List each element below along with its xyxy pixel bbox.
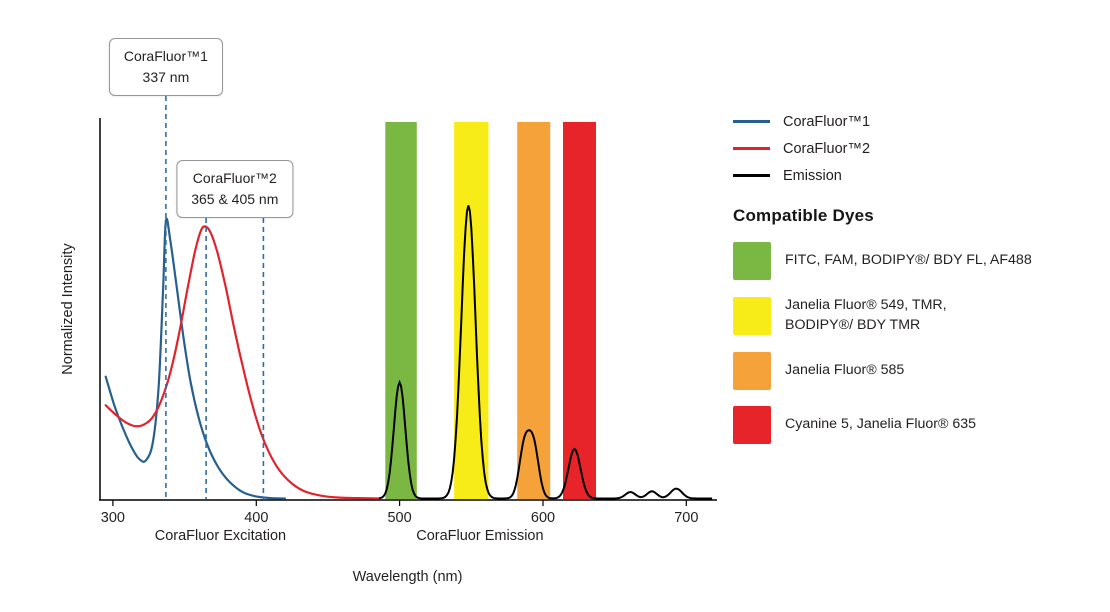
annotation-box-corafluor2: CoraFluor™2 365 & 405 nm [176, 160, 294, 218]
dye-label-line: Janelia Fluor® 549, TMR, [785, 297, 947, 313]
annotation-title: CoraFluor™2 [192, 170, 277, 186]
excitation-curve-corafluor1 [104, 217, 286, 500]
dye-item-red: Cyanine 5, Janelia Fluor® 635 [733, 405, 1110, 444]
dye-label-line: FITC, FAM, BODIPY®/ BDY FL, AF488 [785, 252, 1032, 269]
dye-label-line: Cyanine 5, Janelia Fluor® 635 [785, 415, 977, 432]
dye-item-yellow: Janelia Fluor® 549, TMR, BODIPY®/ BDY TM… [733, 296, 1110, 336]
spectra-chart: 300 400 500 600 700 CoraFluor Excitation CoraF… [60, 96, 717, 585]
x-tick-label: 300 [101, 510, 125, 526]
legend-and-dyes-panel: CoraFluor™1 CoraFluor™2 Emission Compati… [733, 108, 1110, 444]
excitation-curve-corafluor2 [104, 225, 380, 500]
annotation-value: 337 nm [142, 69, 190, 85]
legend-label: Emission [783, 167, 842, 184]
band-yellow [454, 122, 489, 499]
dye-swatch-green [733, 242, 771, 280]
y-axis-title: Normalized Intensity [60, 243, 76, 375]
dye-label: Janelia Fluor® 585 [785, 361, 904, 381]
annotation-box-corafluor1: CoraFluor™1 337 nm [108, 38, 223, 96]
x-tick-label: 600 [531, 510, 555, 526]
annotation-title: CoraFluor™1 [123, 48, 208, 64]
x-tick-label: 400 [244, 510, 268, 526]
legend-line-sample-black [733, 174, 770, 177]
annotation-value: 365 & 405 nm [191, 191, 279, 207]
dye-swatch-orange [733, 351, 771, 390]
dye-label-line: Janelia Fluor® 585 [785, 361, 905, 378]
legend-label: CoraFluor™2 [783, 140, 871, 157]
x-tick-label: 500 [387, 510, 411, 526]
dye-item-orange: Janelia Fluor® 585 [733, 351, 1110, 390]
band-green [385, 122, 417, 499]
emission-caption: CoraFluor Emission [416, 528, 543, 544]
dye-swatch-red [733, 405, 771, 444]
legend-line-sample-red [733, 147, 770, 150]
x-tick-label: 700 [674, 510, 698, 526]
legend-item-emission: Emission [733, 162, 1110, 189]
compatible-dyes-heading: Compatible Dyes [733, 206, 874, 225]
dye-item-green: FITC, FAM, BODIPY®/ BDY FL, AF488 [733, 242, 1110, 280]
legend-label: CoraFluor™1 [783, 113, 871, 130]
chart-legend: CoraFluor™1 CoraFluor™2 Emission [733, 108, 1110, 189]
dye-label: Cyanine 5, Janelia Fluor® 635 [785, 415, 976, 435]
legend-line-sample-blue [733, 120, 770, 123]
emission-curve [373, 205, 713, 500]
band-red [563, 122, 596, 499]
dye-label-line: BODIPY®/ BDY TMR [785, 316, 921, 333]
dye-label: Janelia Fluor® 549, TMR, BODIPY®/ BDY TM… [785, 296, 947, 336]
x-axis-title: Wavelength (nm) [353, 569, 463, 585]
dye-swatch-yellow [733, 296, 771, 335]
dye-label: FITC, FAM, BODIPY®/ BDY FL, AF488 [785, 251, 1032, 271]
legend-item-corafluor1: CoraFluor™1 [733, 108, 1110, 135]
excitation-caption: CoraFluor Excitation [155, 528, 286, 544]
legend-item-corafluor2: CoraFluor™2 [733, 135, 1110, 162]
